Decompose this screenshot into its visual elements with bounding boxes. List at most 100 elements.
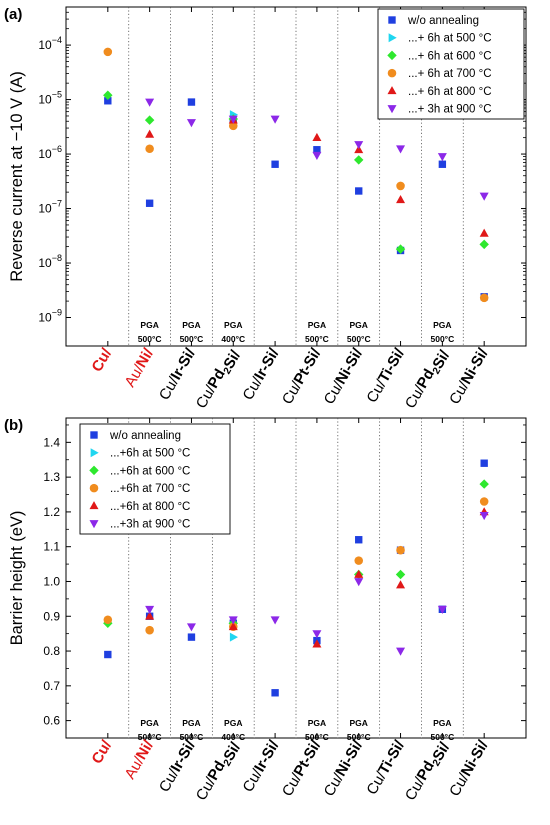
data-point: [312, 630, 322, 639]
data-point: [480, 459, 488, 467]
data-point: [144, 115, 155, 125]
legend-marker: [388, 33, 397, 43]
data-point: [104, 650, 112, 659]
category-label: Cu/Ni-Si/: [446, 345, 492, 408]
data-point: [186, 623, 196, 632]
category-label: Cu/Pd2Si/: [193, 737, 245, 806]
data-point: [479, 239, 489, 250]
annotation-temperature: 500°C: [138, 732, 162, 742]
legend-marker: [387, 50, 397, 61]
category-label: Cu/Ir-Si/: [156, 737, 199, 795]
annotation-pga: PGA: [433, 718, 451, 728]
data-point: [186, 119, 196, 128]
data-point: [271, 160, 279, 168]
data-point: [187, 633, 196, 641]
y-tick-label: 0.7: [43, 679, 60, 693]
category-label: Cu/Ni-Si/: [321, 345, 367, 408]
data-point: [271, 689, 279, 697]
y-tick-label: 10−6: [38, 144, 62, 161]
y-tick-label: 10−7: [38, 199, 62, 216]
legend-entry: ...+6h at 800 °C: [110, 501, 190, 513]
annotation-pga: PGA: [224, 718, 242, 728]
legend-box: [377, 8, 525, 120]
annotation-temperature: 500°C: [305, 334, 329, 344]
legend-entry: ...+3h at 900 °C: [110, 519, 190, 531]
y-tick-label: 1.0: [43, 574, 60, 588]
category-label: Cu/Pt-Si/: [279, 737, 325, 800]
legend-entry: w/o annealing: [109, 430, 181, 442]
data-point: [396, 647, 406, 656]
category-label: Cu/Ni-Si/: [446, 737, 492, 800]
data-point: [229, 632, 238, 642]
annotation-pga: PGA: [308, 718, 326, 728]
legend-marker: [89, 483, 99, 493]
annotation-pga: PGA: [433, 320, 451, 330]
legend-marker: [89, 520, 99, 529]
legend: w/o annealing ...+6h at 500 °C ...+6h at 6…: [79, 423, 231, 535]
annotation-temperature: 500°C: [430, 732, 454, 742]
data-point: [396, 545, 405, 555]
data-point: [479, 192, 489, 201]
category-label: Cu/Pt-Si/: [279, 345, 325, 408]
data-point: [479, 228, 489, 237]
y-tick-label: 0.8: [43, 644, 60, 658]
category-label: Au/Ni/: [122, 345, 158, 390]
legend-entry: ...+6h at 500 °C: [110, 448, 190, 460]
legend-marker: [90, 448, 99, 458]
legend-marker: [387, 68, 397, 78]
data-point: [145, 98, 155, 107]
annotation-pga: PGA: [182, 718, 200, 728]
legend-entry: ...+6h at 600 °C: [110, 465, 190, 477]
legend: w/o annealing ...+ 6h at 500 °C ...+ 6h at…: [377, 8, 525, 120]
legend-marker: [89, 501, 99, 510]
y-tick-label: 10−4: [38, 35, 62, 52]
category-label: Cu/Pd2Si/: [402, 345, 454, 414]
category-label: Cu/Pd2Si/: [193, 345, 245, 414]
y-tick-label: 1.2: [43, 505, 60, 519]
annotation-temperature: 500°C: [430, 334, 454, 344]
data-point: [396, 580, 406, 589]
data-point: [354, 556, 364, 565]
y-axis-label: Reverse current at −10 V (A): [8, 71, 26, 281]
data-point: [354, 155, 364, 165]
data-point: [312, 151, 322, 160]
annotation-temperature: 500°C: [180, 732, 204, 742]
data-point: [396, 195, 406, 204]
category-label: Cu/Ti-Si/: [363, 737, 408, 798]
data-point: [479, 293, 489, 303]
y-tick-label: 1.1: [43, 540, 60, 554]
data-point: [437, 605, 447, 615]
data-point: [187, 98, 196, 106]
data-point: [313, 146, 321, 154]
panel-label: (b): [4, 417, 23, 434]
annotation-pga: PGA: [350, 718, 368, 728]
data-point: [145, 199, 154, 207]
legend-entry: ...+ 6h at 700 °C: [408, 68, 492, 80]
data-point: [228, 621, 238, 631]
data-point: [354, 141, 364, 150]
category-label: Cu/Ni-Si/: [321, 737, 367, 800]
y-tick-label: 1.4: [43, 435, 60, 449]
data-point: [396, 145, 406, 154]
data-point: [396, 181, 405, 191]
data-point: [479, 497, 489, 506]
data-point: [103, 90, 113, 100]
legend-entry: ...+6h at 700 °C: [110, 483, 190, 495]
data-point: [479, 512, 489, 521]
data-point: [270, 115, 280, 124]
legend-entry: ...+ 6h at 500 °C: [408, 33, 492, 45]
y-tick-label: 0.6: [43, 714, 60, 728]
data-point: [228, 115, 238, 124]
annotation-temperature: 500°C: [138, 334, 162, 344]
y-tick-label: 10−9: [38, 308, 62, 325]
data-point: [395, 569, 406, 580]
y-axis-label: Barrier height (eV): [8, 511, 26, 646]
category-label: Cu/Pd2Si/: [402, 737, 454, 806]
data-point: [395, 244, 406, 254]
panel-label: (a): [4, 6, 22, 23]
category-label: Cu/Ir-Si/: [239, 345, 282, 403]
y-tick-label: 10−8: [38, 253, 62, 270]
legend-marker: [89, 465, 99, 476]
annotation-pga: PGA: [140, 320, 158, 330]
